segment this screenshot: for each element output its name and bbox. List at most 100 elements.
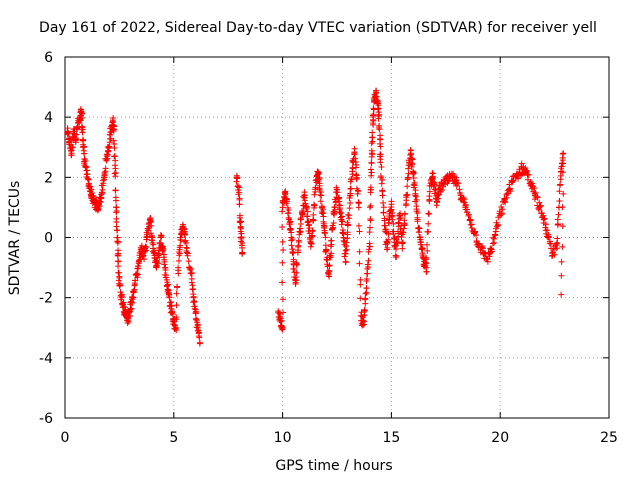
data-point	[377, 156, 384, 163]
data-point	[309, 227, 316, 234]
data-point	[110, 126, 117, 133]
grid-lines	[65, 57, 609, 418]
data-point	[542, 221, 549, 228]
data-point	[135, 265, 142, 272]
data-point	[111, 170, 118, 177]
data-point	[129, 294, 136, 301]
data-point	[279, 224, 286, 231]
data-point	[303, 204, 310, 211]
y-tick-label: -4	[39, 351, 53, 367]
data-point	[346, 212, 353, 219]
data-point	[144, 225, 151, 232]
data-point	[305, 222, 312, 229]
data-point	[279, 204, 286, 211]
data-point	[184, 250, 191, 257]
data-point	[429, 174, 436, 181]
data-point	[88, 186, 95, 193]
data-point	[362, 300, 369, 307]
data-point	[412, 192, 419, 199]
data-point	[192, 309, 199, 316]
data-point	[285, 206, 292, 213]
data-point	[148, 222, 155, 229]
data-point	[400, 229, 407, 236]
data-point	[82, 163, 89, 170]
data-point	[285, 210, 292, 217]
data-point	[131, 282, 138, 289]
data-point	[492, 231, 499, 238]
data-point	[392, 252, 399, 259]
data-point	[167, 302, 174, 309]
data-point	[425, 220, 432, 227]
data-point	[149, 234, 156, 241]
data-point	[311, 202, 318, 209]
data-point	[73, 125, 80, 132]
x-tick-label: 0	[61, 430, 70, 446]
data-point	[540, 216, 547, 223]
data-point	[160, 254, 167, 261]
data-point	[140, 252, 147, 259]
data-point	[368, 169, 375, 176]
data-point	[79, 129, 86, 136]
data-point	[159, 243, 166, 250]
data-point	[157, 240, 164, 247]
data-point	[414, 216, 421, 223]
data-point	[170, 318, 177, 325]
data-point	[279, 238, 286, 245]
data-point	[347, 199, 354, 206]
data-point	[347, 185, 354, 192]
data-point	[362, 290, 369, 297]
data-point	[473, 232, 480, 239]
data-point	[341, 253, 348, 260]
data-point	[338, 216, 345, 223]
data-point	[444, 177, 451, 184]
data-point	[439, 187, 446, 194]
data-point	[289, 249, 296, 255]
data-point	[188, 270, 195, 277]
data-point	[558, 272, 565, 279]
data-point	[279, 259, 286, 266]
data-point	[318, 204, 325, 211]
data-point	[356, 228, 363, 235]
data-point	[356, 248, 363, 255]
data-point	[427, 180, 434, 187]
data-point	[109, 117, 116, 124]
data-point	[378, 180, 385, 187]
data-point	[400, 225, 407, 232]
data-point	[282, 188, 289, 195]
data-point	[549, 252, 556, 259]
data-point	[311, 191, 318, 198]
data-point	[424, 247, 431, 254]
data-point	[489, 240, 496, 247]
data-point	[181, 238, 188, 245]
data-point	[338, 210, 345, 217]
data-point	[97, 199, 104, 206]
data-point	[294, 249, 301, 256]
data-point	[77, 117, 84, 124]
data-point	[326, 273, 333, 280]
data-point	[335, 195, 342, 202]
data-point	[238, 234, 245, 241]
data-point	[361, 306, 368, 313]
data-point	[398, 234, 405, 241]
data-point	[558, 291, 565, 298]
data-point	[84, 175, 91, 182]
data-point	[343, 239, 350, 246]
data-point	[560, 190, 567, 197]
data-point	[125, 315, 132, 322]
data-point	[119, 300, 126, 307]
data-point	[187, 266, 194, 273]
data-point	[411, 182, 418, 189]
data-point	[72, 135, 79, 142]
data-point	[168, 299, 175, 306]
data-point	[366, 246, 373, 253]
data-point	[279, 324, 286, 331]
data-point	[450, 170, 457, 177]
data-point	[347, 192, 354, 199]
data-point	[143, 244, 150, 251]
data-point	[456, 186, 463, 193]
data-point	[394, 238, 401, 245]
data-point	[488, 246, 495, 253]
data-point	[107, 135, 114, 142]
data-point	[297, 215, 304, 222]
data-point	[304, 208, 311, 215]
